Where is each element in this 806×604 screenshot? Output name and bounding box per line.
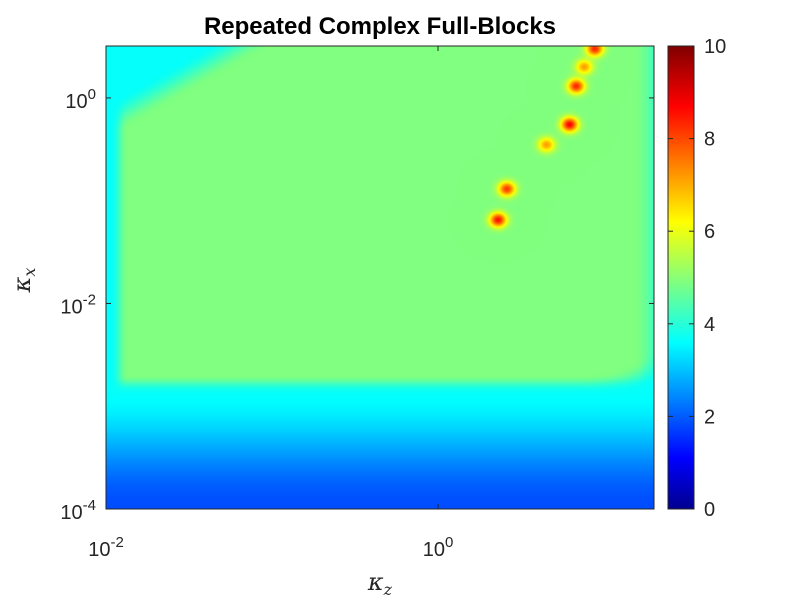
y-tick-base: 10 [60,502,82,524]
y-axis-label: κx [8,268,39,294]
x-axis-label: κz [367,568,393,599]
heatmap-plot [105,45,655,510]
colorbar-tick-label: 8 [704,129,715,151]
colorbar-tick-label: 6 [704,221,715,243]
y-tick-base: 10 [65,91,87,113]
y-axis-label-subscript: x [20,268,39,277]
y-tick-label: 10-4 [60,497,96,524]
x-tick-exponent: 0 [445,534,453,551]
plot-frame [105,45,655,510]
x-axis-label-subscript: z [383,580,393,599]
x-tick-exponent: -2 [110,534,123,551]
colorbar-tick-label: 0 [704,499,715,521]
colorbar-ticks: 0 2 4 6 8 10 [668,36,726,521]
colorbar-tick-label: 2 [704,406,715,428]
x-tick-label: 100 [423,534,454,561]
colorbar-tick-label: 10 [704,36,726,58]
y-tick-exponent: -4 [83,497,96,514]
x-tick-base: 10 [88,539,110,561]
x-tick-label: 10-2 [88,534,124,561]
y-tick-label: 100 [65,86,96,113]
x-tick-base: 10 [423,539,445,561]
chart-title: Repeated Complex Full-Blocks [204,13,556,40]
y-tick-exponent: 0 [88,86,96,103]
colorbar-gradient [667,45,695,510]
colorbar-tick-label: 4 [704,314,715,336]
y-tick-exponent: -2 [83,291,96,308]
colorbar: 0 2 4 6 8 10 [667,36,726,521]
heatmap-canvas [106,46,654,509]
y-tick-base: 10 [60,296,82,318]
y-tick-label: 10-2 [60,291,96,318]
